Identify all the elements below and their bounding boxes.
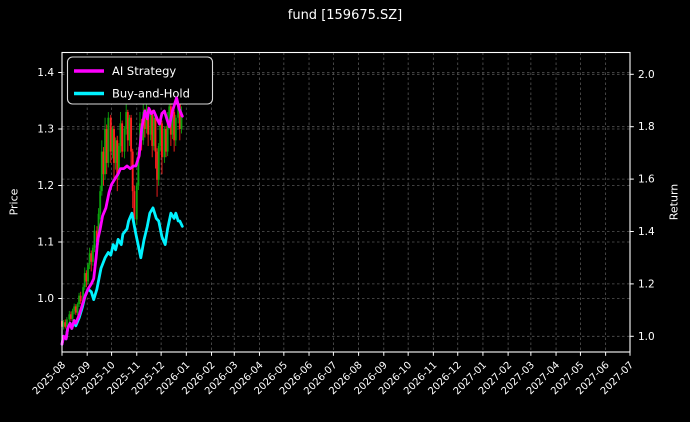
legend-label: AI Strategy [112,64,176,78]
return-tick-label: 1.0 [638,331,655,343]
plot-border [61,51,631,353]
return-tick-label: 2.0 [638,69,655,81]
return-tick-label: 1.4 [638,226,655,238]
buy-and-hold-line [60,206,184,346]
ai-strategy-line [60,96,184,346]
legend: AI Strategy Buy-and-Hold [66,56,214,105]
price-tick-label: 1.4 [37,67,54,79]
price-tick-label: 1.1 [37,237,54,249]
chart-title: fund [159675.SZ] [287,8,403,23]
price-tick-label: 1.2 [37,180,54,192]
return-tick-label: 1.2 [638,278,655,290]
legend-label: Buy-and-Hold [112,87,190,101]
candlestick-series [61,92,183,351]
return-tick-label: 1.8 [638,121,655,133]
return-tick-label: 1.6 [638,174,655,186]
spines [61,51,631,353]
price-tick-label: 1.0 [37,293,54,305]
price-tick-label: 1.3 [37,124,54,136]
